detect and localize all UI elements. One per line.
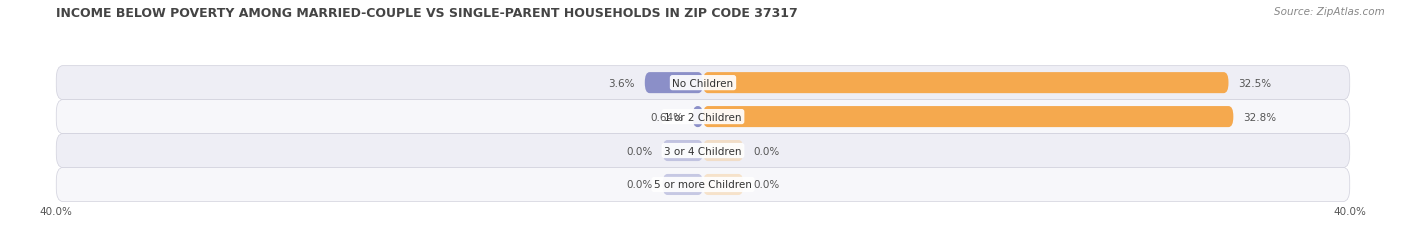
FancyBboxPatch shape xyxy=(703,174,744,195)
Text: No Children: No Children xyxy=(672,78,734,88)
Text: 1 or 2 Children: 1 or 2 Children xyxy=(664,112,742,122)
FancyBboxPatch shape xyxy=(662,174,703,195)
Text: 0.64%: 0.64% xyxy=(650,112,683,122)
Text: 32.5%: 32.5% xyxy=(1239,78,1271,88)
Text: 0.0%: 0.0% xyxy=(627,180,652,190)
Text: 0.0%: 0.0% xyxy=(627,146,652,156)
FancyBboxPatch shape xyxy=(703,106,1233,128)
FancyBboxPatch shape xyxy=(693,106,703,128)
FancyBboxPatch shape xyxy=(703,140,744,161)
FancyBboxPatch shape xyxy=(645,73,703,94)
Text: INCOME BELOW POVERTY AMONG MARRIED-COUPLE VS SINGLE-PARENT HOUSEHOLDS IN ZIP COD: INCOME BELOW POVERTY AMONG MARRIED-COUPL… xyxy=(56,7,799,20)
Text: 32.8%: 32.8% xyxy=(1243,112,1277,122)
Text: Source: ZipAtlas.com: Source: ZipAtlas.com xyxy=(1274,7,1385,17)
Text: 0.0%: 0.0% xyxy=(754,180,779,190)
Text: 3.6%: 3.6% xyxy=(609,78,636,88)
FancyBboxPatch shape xyxy=(56,134,1350,168)
FancyBboxPatch shape xyxy=(56,100,1350,134)
Text: 0.0%: 0.0% xyxy=(754,146,779,156)
FancyBboxPatch shape xyxy=(703,73,1229,94)
FancyBboxPatch shape xyxy=(56,66,1350,100)
FancyBboxPatch shape xyxy=(56,168,1350,202)
Text: 3 or 4 Children: 3 or 4 Children xyxy=(664,146,742,156)
Text: 5 or more Children: 5 or more Children xyxy=(654,180,752,190)
FancyBboxPatch shape xyxy=(662,140,703,161)
